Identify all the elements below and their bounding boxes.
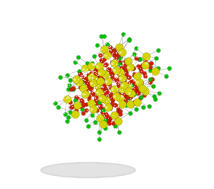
Ellipse shape bbox=[41, 163, 135, 178]
